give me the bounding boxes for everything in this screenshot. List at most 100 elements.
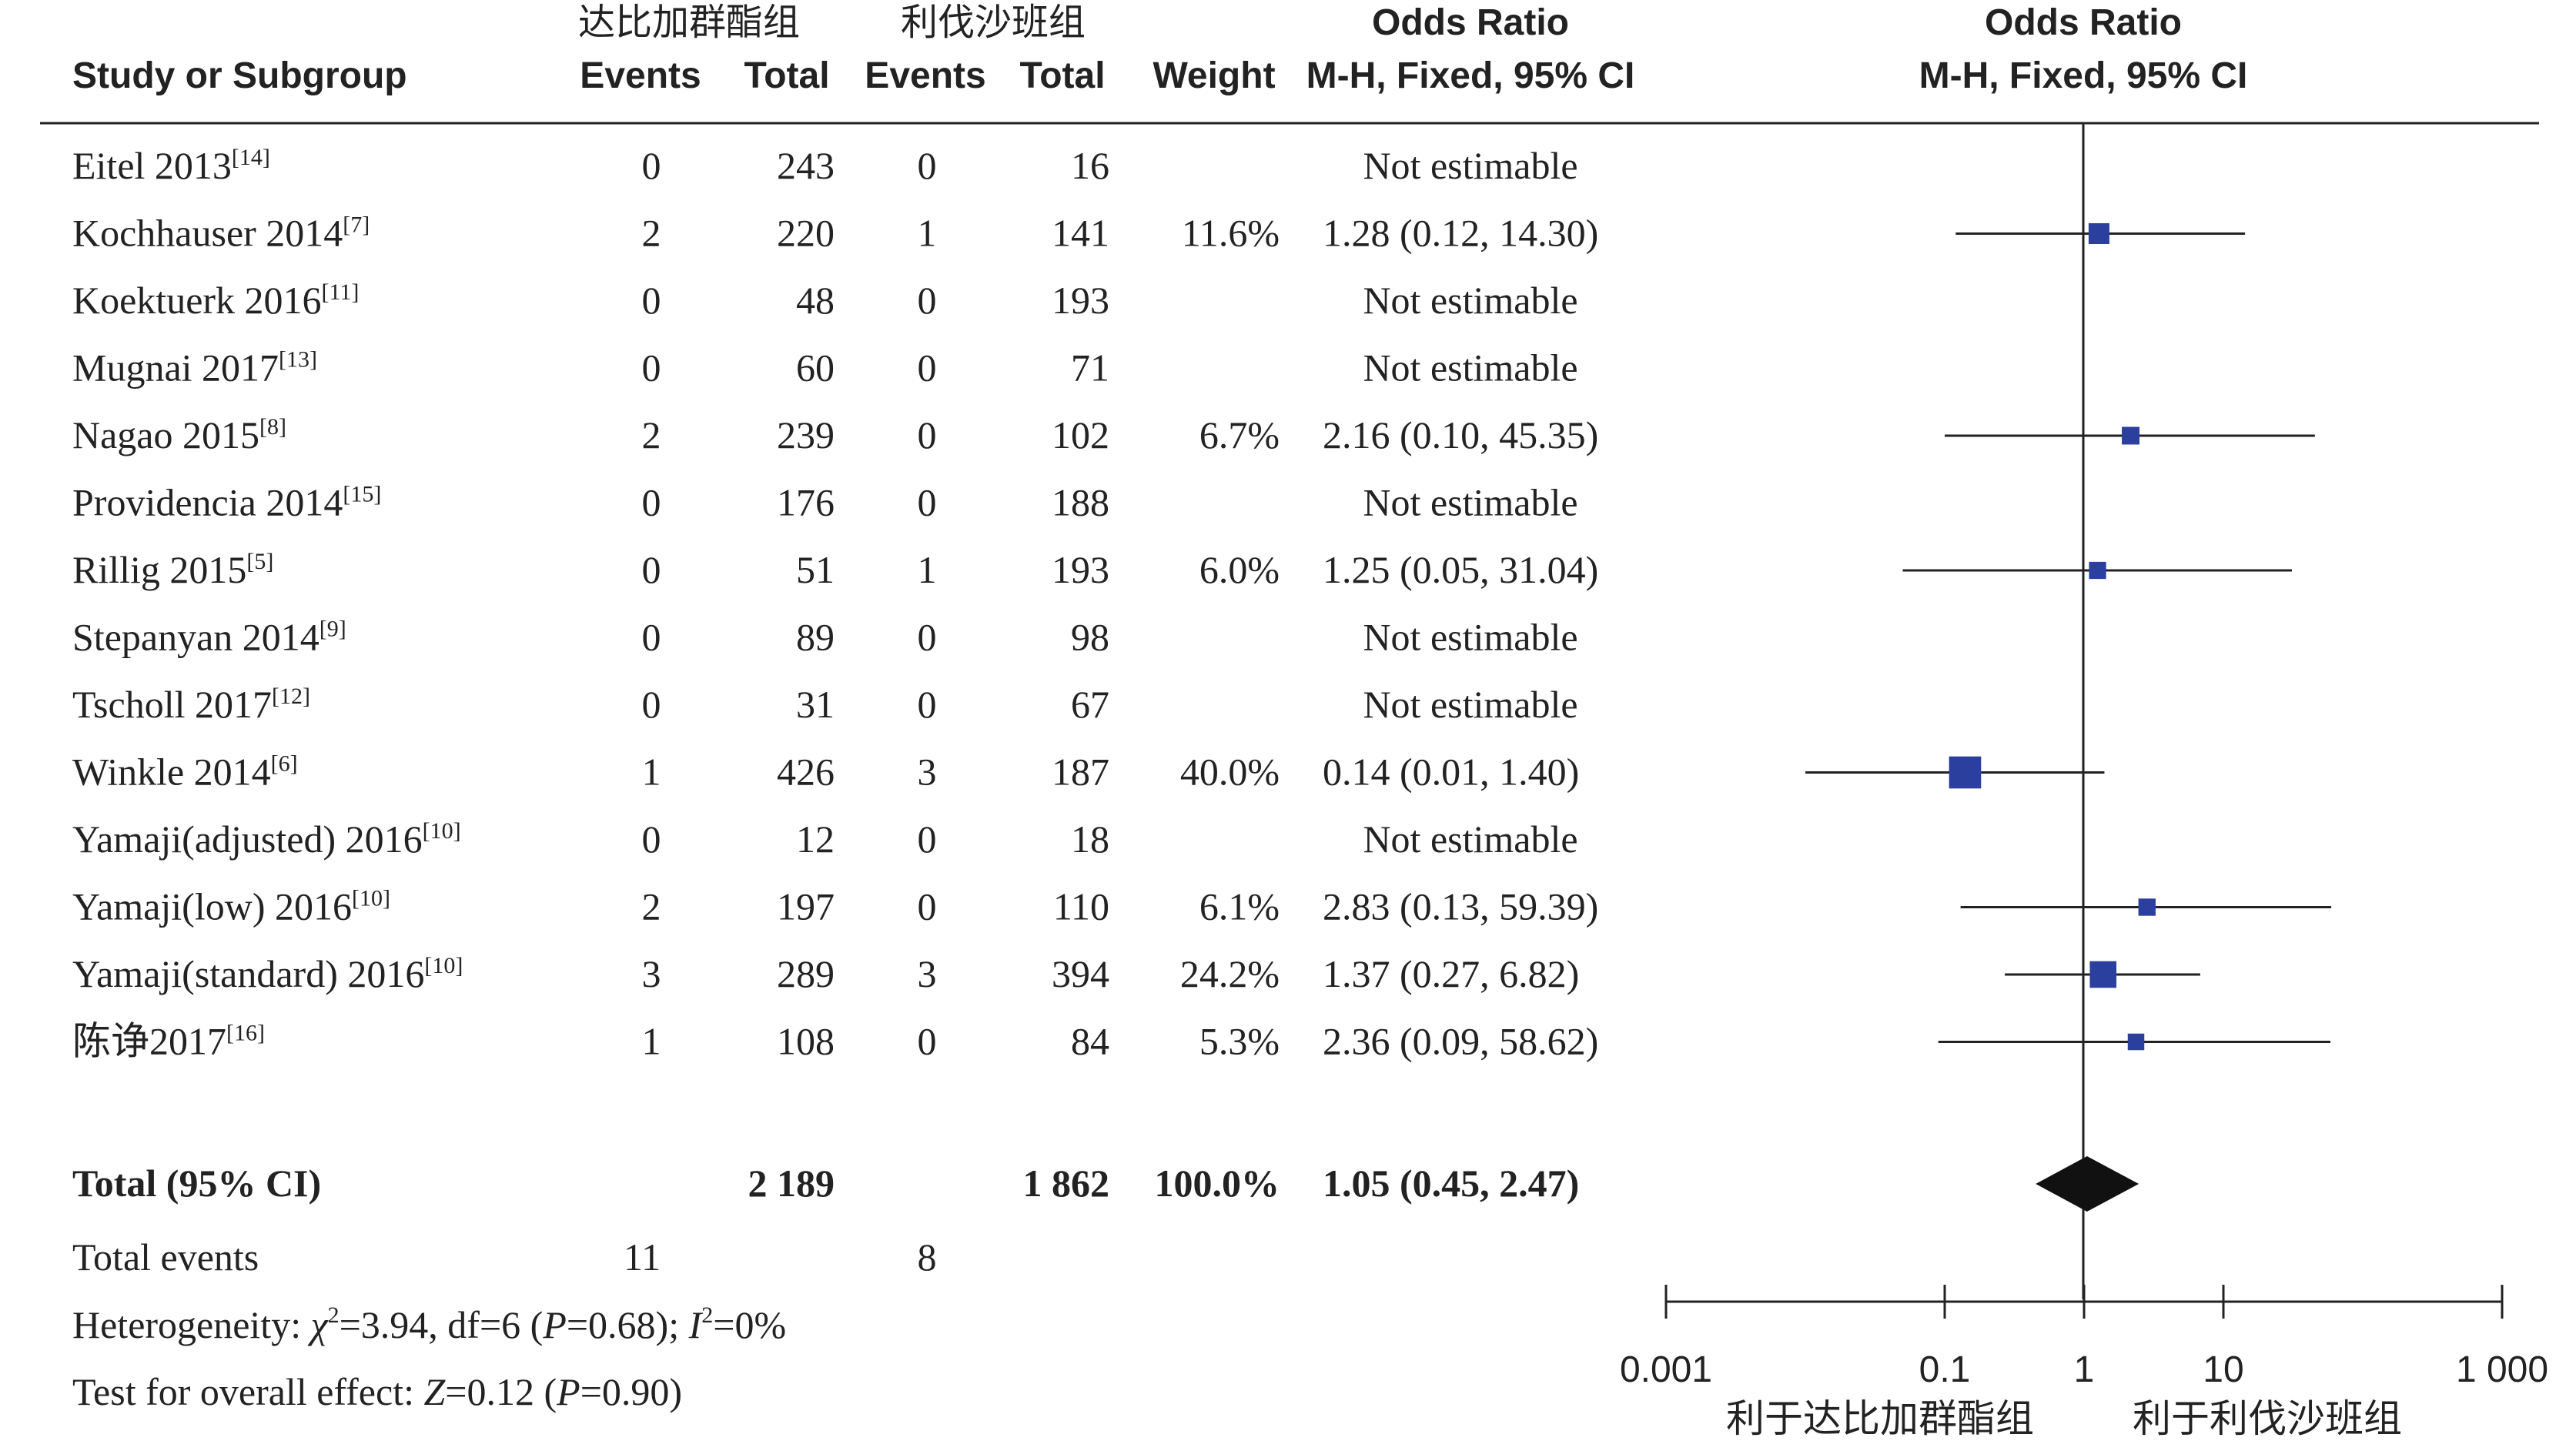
- plot-title-header: Odds Ratio: [1985, 2, 2182, 43]
- table-row: Tscholl 2017[12] 0 31 0 67 Not estimable: [72, 683, 1578, 726]
- study-name: Mugnai 2017[13]: [72, 346, 317, 389]
- heterogeneity-text: Heterogeneity: χ2=3.94, df=6 (P=0.68); I…: [72, 1302, 786, 1346]
- x-tick-label: 1: [2074, 1349, 2095, 1390]
- total-label: Total (95% CI): [72, 1162, 321, 1205]
- exp-events-cell: 3: [642, 952, 661, 995]
- exp-events-header: Events: [580, 55, 701, 96]
- ctrl-events-cell: 0: [918, 346, 937, 389]
- ctrl-total-cell: 71: [1071, 346, 1109, 389]
- study-marker-group: [1960, 898, 2332, 916]
- ctrl-total-cell: 67: [1071, 683, 1109, 726]
- ctrl-total-cell: 98: [1071, 616, 1109, 659]
- ctrl-events-cell: 0: [918, 144, 937, 187]
- study-name: Yamaji(low) 2016[10]: [72, 885, 390, 928]
- exp-total-cell: 239: [777, 413, 835, 456]
- exp-total-cell: 197: [777, 885, 835, 928]
- weight-cell: 6.1%: [1199, 885, 1280, 928]
- exp-events-cell: 0: [642, 481, 661, 524]
- table-row: Yamaji(standard) 2016[10] 3 289 3 394 24.2% 1.…: [72, 952, 1579, 995]
- ctrl-events-cell: 0: [918, 817, 937, 861]
- total-events-row: Total events 11 8: [72, 1235, 937, 1279]
- x-tick-label: 10: [2203, 1349, 2243, 1390]
- study-name: 陈诤2017[16]: [72, 1020, 265, 1063]
- point-estimate-square: [2089, 561, 2106, 580]
- x-tick-label: 1 000: [2456, 1349, 2548, 1390]
- or-ci-cell: 2.36 (0.09, 58.62): [1323, 1020, 1598, 1063]
- weight-cell: 40.0%: [1180, 751, 1280, 794]
- or-title-header: Odds Ratio: [1372, 2, 1569, 43]
- exp-events-cell: 0: [642, 817, 661, 861]
- weight-cell: 24.2%: [1180, 952, 1280, 995]
- weight-cell: 5.3%: [1199, 1020, 1280, 1063]
- exp-group-header: 达比加群酯组: [578, 1, 800, 44]
- study-marker-group: [1945, 426, 2315, 445]
- or-ci-cell: Not estimable: [1363, 346, 1577, 389]
- ctrl-events-cell: 3: [918, 751, 937, 794]
- or-ci-cell: Not estimable: [1363, 279, 1577, 322]
- exp-total-cell: 243: [777, 144, 835, 187]
- point-estimate-square: [2127, 1033, 2145, 1051]
- table-row: Yamaji(low) 2016[10] 2 197 0 110 6.1% 2.83 (0.…: [72, 885, 1598, 928]
- table-row: 陈诤2017[16] 1 108 0 84 5.3% 2.36 (0.09, 58.62): [72, 1020, 1598, 1063]
- exp-events-cell: 1: [642, 751, 661, 794]
- study-marker-group: [1955, 222, 2246, 245]
- point-estimate-square: [1949, 756, 1982, 789]
- study-name: Winkle 2014[6]: [72, 751, 298, 794]
- point-estimate-square: [2122, 426, 2140, 445]
- exp-total-cell: 289: [777, 952, 835, 995]
- ctrl-events-cell: 0: [918, 413, 937, 456]
- point-estimate-square: [2138, 898, 2156, 916]
- exp-events-cell: 0: [642, 548, 661, 591]
- total-ctrl-total: 1 862: [1023, 1162, 1110, 1205]
- exp-total-header: Total: [744, 55, 829, 96]
- study-marker-group: [2005, 961, 2200, 988]
- exp-total-cell: 89: [796, 616, 835, 659]
- study-name: Yamaji(standard) 2016[10]: [72, 952, 463, 995]
- ctrl-total-header: Total: [1019, 55, 1105, 96]
- ctrl-total-cell: 102: [1052, 413, 1109, 456]
- ctrl-events-cell: 0: [918, 279, 937, 322]
- exp-events-cell: 1: [642, 1020, 661, 1063]
- study-name: Tscholl 2017[12]: [72, 683, 310, 726]
- weight-cell: 6.7%: [1199, 413, 1280, 456]
- plot-method-header: M-H, Fixed, 95% CI: [1919, 55, 2248, 96]
- or-ci-cell: 2.16 (0.10, 45.35): [1323, 413, 1598, 456]
- table-header: 达比加群酯组 利伐沙班组 Odds Ratio Odds Ratio Study…: [72, 1, 2247, 96]
- study-marker-group: [1805, 756, 2105, 789]
- exp-total-cell: 31: [796, 683, 835, 726]
- or-ci-cell: 1.28 (0.12, 14.30): [1323, 212, 1598, 255]
- total-events-exp: 11: [624, 1235, 661, 1279]
- ctrl-total-cell: 187: [1052, 751, 1109, 794]
- weight-cell: 6.0%: [1199, 548, 1280, 591]
- weight-cell: 11.6%: [1182, 212, 1280, 255]
- ctrl-events-cell: 1: [918, 548, 937, 591]
- study-rows: Eitel 2013[14] 0 243 0 16 Not estimable Kochha…: [72, 144, 1598, 1063]
- ctrl-total-cell: 18: [1071, 817, 1109, 861]
- x-axis: 0.001 0.1 1 10 1 000: [1620, 1285, 2548, 1390]
- or-ci-cell: 2.83 (0.13, 59.39): [1323, 885, 1598, 928]
- exp-total-cell: 60: [796, 346, 835, 389]
- ctrl-events-cell: 0: [918, 616, 937, 659]
- point-estimate-square: [2089, 961, 2117, 988]
- study-name: Eitel 2013[14]: [72, 144, 270, 187]
- total-weight: 100.0%: [1155, 1162, 1280, 1205]
- study-marker-group: [1938, 1033, 2331, 1051]
- total-ci: 1.05 (0.45, 2.47): [1323, 1162, 1579, 1205]
- pooled-diamond: [2036, 1156, 2139, 1212]
- table-row: Winkle 2014[6] 1 426 3 187 40.0% 0.14 (0.01, 1…: [72, 751, 1579, 794]
- table-row: Rillig 2015[5] 0 51 1 193 6.0% 1.25 (0.05, 31.…: [72, 548, 1598, 591]
- exp-events-cell: 0: [642, 144, 661, 187]
- exp-total-cell: 51: [796, 548, 835, 591]
- exp-total-cell: 108: [777, 1020, 835, 1063]
- exp-total-cell: 48: [796, 279, 835, 322]
- total-events-label: Total events: [72, 1235, 259, 1279]
- exp-total-cell: 12: [796, 817, 835, 861]
- x-tick-label: 0.1: [1919, 1349, 1971, 1390]
- exp-total-cell: 220: [777, 212, 835, 255]
- study-name: Kochhauser 2014[7]: [72, 212, 370, 255]
- exp-total-cell: 176: [777, 481, 835, 524]
- study-name: Nagao 2015[8]: [72, 413, 286, 456]
- study-name: Koektuerk 2016[11]: [72, 279, 359, 322]
- ctrl-total-cell: 110: [1053, 885, 1109, 928]
- exp-events-cell: 0: [642, 616, 661, 659]
